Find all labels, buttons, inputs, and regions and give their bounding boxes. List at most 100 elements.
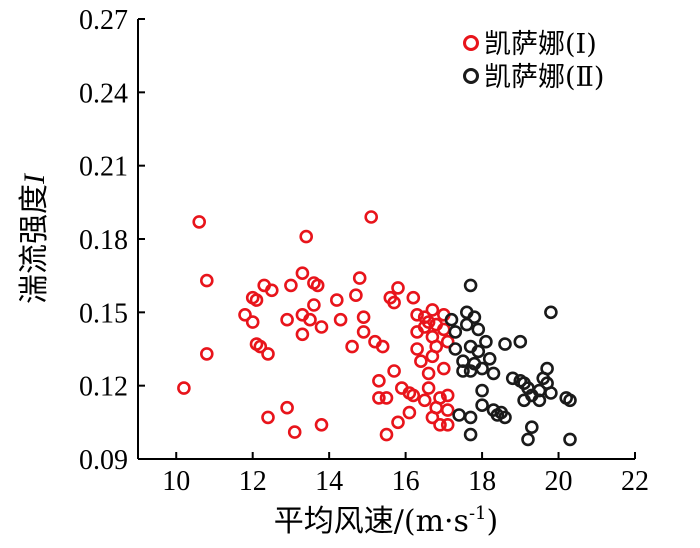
- data-point: [479, 334, 493, 349]
- data-point: [436, 361, 451, 376]
- data-point: [440, 403, 455, 417]
- data-point: [513, 334, 528, 349]
- data-point: [421, 366, 436, 381]
- data-point: [467, 310, 482, 325]
- data-point: [486, 366, 501, 381]
- data-point: [349, 288, 363, 303]
- data-point: [463, 427, 478, 442]
- data-point: [471, 322, 486, 337]
- data-point: [456, 364, 470, 378]
- legend-marker-1: [463, 35, 479, 51]
- data-point: [498, 410, 512, 425]
- data-point: [452, 408, 466, 422]
- x-tick-label: 12: [239, 466, 267, 497]
- data-point: [544, 386, 558, 400]
- data-point: [440, 334, 455, 349]
- data-point: [387, 364, 401, 378]
- y-axis-ticks: 0.09 0.12 0.15 0.18 0.21 0.24 0.27: [79, 5, 145, 476]
- data-point: [402, 405, 417, 420]
- y-axis-title-italic: I: [18, 172, 51, 185]
- data-point: [410, 342, 424, 356]
- data-point: [387, 295, 401, 310]
- data-point: [253, 339, 268, 354]
- x-tick-label: 22: [621, 466, 649, 497]
- data-point: [524, 420, 539, 435]
- data-point: [563, 432, 577, 447]
- legend: 凯萨娜(Ⅰ) 凯萨娜(Ⅱ): [463, 29, 604, 93]
- data-point: [264, 283, 279, 298]
- y-tick-label: 0.15: [79, 298, 128, 329]
- data-point: [345, 339, 359, 354]
- data-point: [429, 339, 444, 354]
- data-point: [475, 398, 489, 413]
- data-point: [295, 327, 310, 342]
- data-point: [532, 393, 547, 408]
- data-point: [249, 293, 264, 307]
- data-points: [177, 210, 577, 447]
- data-point: [314, 417, 329, 432]
- data-point: [414, 354, 428, 369]
- data-point: [299, 229, 314, 244]
- x-axis-ticks: 10 12 14 16 18 20 22: [162, 452, 649, 497]
- data-point: [406, 388, 421, 403]
- x-tick-label: 10: [162, 466, 190, 497]
- data-point: [391, 415, 405, 430]
- data-point: [471, 344, 486, 359]
- data-point: [463, 278, 478, 293]
- data-point: [421, 381, 436, 395]
- data-point: [261, 410, 275, 425]
- data-point: [448, 325, 463, 339]
- y-axis-title-main: 湍流强度: [17, 184, 52, 304]
- data-point: [410, 307, 424, 322]
- x-axis-title-main: 平均风速/(m·s: [274, 504, 469, 539]
- data-point: [329, 293, 344, 307]
- data-point: [200, 273, 214, 288]
- data-point: [200, 347, 214, 361]
- legend-marker-2: [463, 68, 479, 84]
- data-point: [448, 342, 463, 356]
- data-point: [238, 307, 252, 322]
- data-point: [375, 339, 390, 354]
- x-tick-label: 20: [545, 466, 573, 497]
- data-point: [459, 317, 474, 332]
- data-point: [406, 290, 421, 305]
- data-point: [303, 312, 317, 327]
- y-tick-label: 0.12: [79, 372, 128, 403]
- x-axis-title-close: ): [487, 504, 499, 539]
- y-axis-title: 湍流强度I: [17, 172, 52, 304]
- data-point: [372, 391, 386, 405]
- data-point: [417, 393, 432, 408]
- data-point: [425, 303, 440, 317]
- x-tick-label: 18: [468, 466, 496, 497]
- data-point: [463, 410, 478, 425]
- data-point: [192, 215, 206, 229]
- data-point: [284, 278, 298, 293]
- data-point: [498, 337, 512, 351]
- data-point: [352, 271, 367, 285]
- data-point: [379, 391, 394, 405]
- data-point: [475, 361, 489, 376]
- data-point: [307, 298, 321, 312]
- data-point: [177, 381, 191, 395]
- data-point: [444, 312, 459, 327]
- data-point: [287, 425, 302, 439]
- data-point: [433, 391, 447, 405]
- data-point: [310, 278, 325, 293]
- data-point: [356, 310, 371, 325]
- data-point: [433, 417, 447, 432]
- plot-area: 0.09 0.12 0.15 0.18 0.21 0.24 0.27 10 12 14 16 18 2…: [79, 5, 649, 497]
- y-tick-label: 0.18: [79, 225, 128, 256]
- data-point: [540, 361, 554, 376]
- series-1: [177, 210, 455, 442]
- legend-label-1: 凯萨娜(Ⅰ): [484, 29, 597, 60]
- data-point: [261, 347, 275, 361]
- data-point: [563, 393, 577, 408]
- legend-item-2: 凯萨娜(Ⅱ): [463, 62, 604, 93]
- x-axis-title: 平均风速/(m·s-1): [274, 503, 498, 539]
- data-point: [544, 305, 558, 320]
- data-point: [372, 373, 386, 388]
- data-point: [440, 388, 455, 403]
- data-point: [521, 432, 535, 447]
- data-point: [295, 266, 310, 281]
- x-axis-title-sup: -1: [469, 503, 487, 524]
